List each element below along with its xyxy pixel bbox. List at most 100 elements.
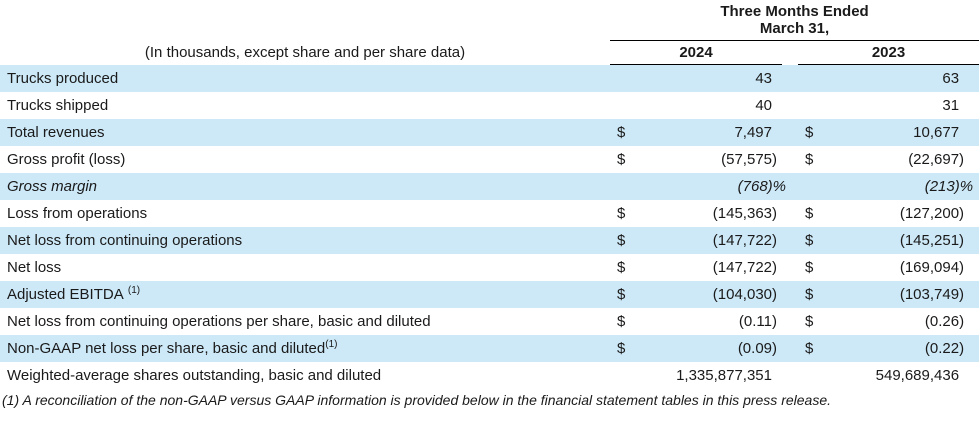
currency-symbol <box>798 173 824 200</box>
value-2024: 7,497 <box>636 119 782 146</box>
period-line-2: March 31, <box>759 20 830 37</box>
header-spacer <box>0 0 610 41</box>
table-row: Trucks shipped 40 31 <box>0 92 979 119</box>
value-2023: (127,200) <box>899 205 965 222</box>
row-label: Weighted-average shares outstanding, bas… <box>7 367 382 384</box>
row-label: Net loss <box>7 259 62 276</box>
value-2023: 10,677 <box>824 119 979 146</box>
currency-symbol: $ <box>798 227 824 254</box>
column-gap <box>782 308 798 335</box>
currency-symbol: $ <box>610 335 636 362</box>
value-2024: 40 <box>755 97 772 114</box>
currency-symbol: $ <box>805 151 814 168</box>
currency-symbol <box>610 362 636 389</box>
row-label: Loss from operations <box>7 205 148 222</box>
column-gap <box>782 281 798 308</box>
column-gap <box>782 173 798 200</box>
currency-symbol: $ <box>798 119 824 146</box>
value-2023: (169,094) <box>899 259 965 276</box>
row-label: Trucks shipped <box>7 97 109 114</box>
value-2024: (57,575) <box>721 151 777 168</box>
row-label: Gross profit (loss) <box>7 151 126 168</box>
value-2023: (22,697) <box>908 151 965 168</box>
column-gap <box>782 335 798 362</box>
currency-symbol: $ <box>617 151 626 168</box>
units-note: (In thousands, except share and per shar… <box>144 44 466 61</box>
value-2024: (147,722) <box>636 227 782 254</box>
table-row: Loss from operations $ (145,363) $ (127,200) <box>0 200 979 227</box>
column-gap <box>782 362 798 389</box>
row-label: Total revenues <box>0 119 610 146</box>
table-row: Adjusted EBITDA (1) $ (104,030) $ (103,749) <box>0 281 979 308</box>
column-gap <box>782 254 798 281</box>
table-header: Three Months Ended March 31, (In thousan… <box>0 0 979 65</box>
year-header-row: (In thousands, except share and per shar… <box>0 40 979 65</box>
value-2023: 63 <box>824 64 979 92</box>
currency-symbol <box>610 92 636 119</box>
column-gap <box>782 119 798 146</box>
table-row: Gross margin (768)% (213)% <box>0 173 979 200</box>
currency-symbol: $ <box>798 335 824 362</box>
table-row: Total revenues $7,497 $10,677 <box>0 119 979 146</box>
row-label: Net loss from continuing operations <box>0 227 610 254</box>
table-row: Non-GAAP net loss per share, basic and d… <box>0 335 979 362</box>
value-2023: (0.26) <box>924 313 965 330</box>
currency-symbol: $ <box>805 313 814 330</box>
footnote: (1) A reconciliation of the non-GAAP ver… <box>2 392 832 408</box>
column-header-2024: 2024 <box>610 40 782 65</box>
currency-symbol <box>610 173 636 200</box>
table-row: Weighted-average shares outstanding, bas… <box>0 362 979 389</box>
value-2024: 43 <box>636 64 782 92</box>
financial-table: Three Months Ended March 31, (In thousan… <box>0 0 979 390</box>
table-row: Net loss $ (147,722) $ (169,094) <box>0 254 979 281</box>
currency-symbol: $ <box>610 227 636 254</box>
currency-symbol: $ <box>617 259 626 276</box>
value-2023: 549,689,436 <box>875 367 960 384</box>
value-2023: (145,251) <box>824 227 979 254</box>
value-2023: (103,749) <box>824 281 979 308</box>
value-2024: 1,335,877,351 <box>676 367 772 384</box>
column-gap <box>782 64 798 92</box>
column-gap <box>782 200 798 227</box>
row-label: Gross margin <box>0 173 610 200</box>
value-2023: (213)% <box>824 173 979 200</box>
period-header-row: Three Months Ended March 31, <box>0 0 979 41</box>
table-body: Trucks produced 43 63 Trucks shipped 40 31 Tot… <box>0 64 979 390</box>
currency-symbol <box>798 92 824 119</box>
column-header-2023: 2023 <box>798 40 979 65</box>
row-label: Trucks produced <box>0 64 610 92</box>
footnote-marker: (1) <box>127 285 141 296</box>
currency-symbol <box>798 64 824 92</box>
table-row: Net loss from continuing operations $ (147… <box>0 227 979 254</box>
value-2024: (104,030) <box>636 281 782 308</box>
currency-symbol: $ <box>617 205 626 222</box>
value-2024: (768)% <box>636 173 786 200</box>
row-label: Non-GAAP net loss per share, basic and d… <box>0 335 610 362</box>
column-gap <box>782 41 798 65</box>
footnote-marker: (1) <box>325 339 338 350</box>
currency-symbol: $ <box>805 205 814 222</box>
column-gap <box>782 146 798 173</box>
value-2024: (147,722) <box>712 259 777 276</box>
value-2023: 31 <box>942 97 960 114</box>
row-label: Adjusted EBITDA (1) <box>0 281 610 308</box>
period-line-1: Three Months Ended <box>720 3 869 20</box>
table-row: Net loss from continuing operations per … <box>0 308 979 335</box>
currency-symbol: $ <box>610 281 636 308</box>
period-header: Three Months Ended March 31, <box>610 0 979 41</box>
row-label: Net loss from continuing operations per … <box>7 313 431 330</box>
currency-symbol: $ <box>610 119 636 146</box>
currency-symbol: $ <box>798 281 824 308</box>
table-row: Gross profit (loss) $ (57,575) $ (22,697) <box>0 146 979 173</box>
column-gap <box>782 227 798 254</box>
value-2024: (0.11) <box>738 313 777 330</box>
currency-symbol: $ <box>805 259 814 276</box>
table-row: Trucks produced 43 63 <box>0 64 979 92</box>
value-2024: (0.09) <box>636 335 782 362</box>
currency-symbol <box>610 64 636 92</box>
currency-symbol <box>798 362 824 389</box>
column-gap <box>782 92 798 119</box>
currency-symbol: $ <box>617 313 626 330</box>
value-2023: (0.22) <box>824 335 979 362</box>
